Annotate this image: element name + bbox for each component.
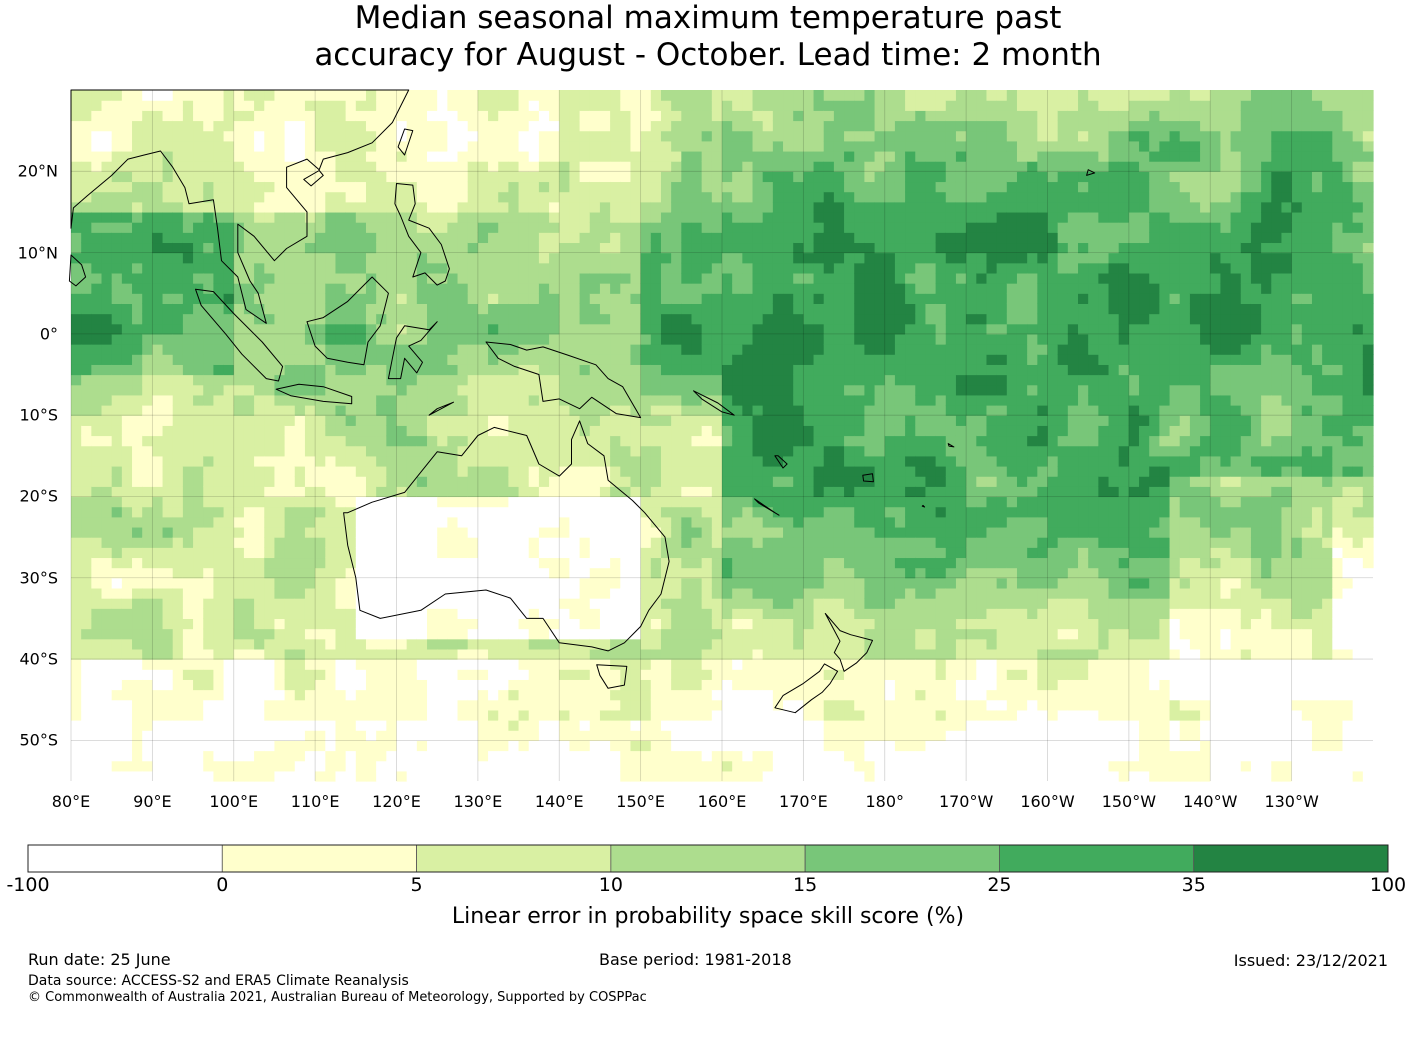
coastline-solomon-islands	[693, 390, 735, 416]
coastline-sri-lanka	[68, 254, 87, 287]
longitude-label: 140°E	[534, 792, 584, 811]
title-line-2: accuracy for August - October. Lead time…	[314, 37, 1102, 73]
copyright: © Commonwealth of Australia 2021, Austra…	[28, 990, 647, 1005]
longitude-label: 170°E	[779, 792, 828, 811]
coastline-sulawesi	[387, 321, 438, 380]
run-date: Run date: 25 June	[28, 950, 171, 969]
coastline-borneo	[306, 276, 389, 366]
coastline-sumatra	[195, 288, 284, 382]
coastline-tonga	[921, 504, 926, 508]
longitude-label: 130°E	[453, 792, 503, 811]
colorbar	[27, 844, 1389, 873]
latitude-label: 30°S	[19, 568, 58, 588]
coastline-hawaii	[1086, 169, 1096, 176]
colorbar-tick-label: 25	[987, 874, 1012, 896]
colorbar-tick-label: 10	[598, 874, 623, 896]
colorbar-segment	[610, 844, 806, 873]
latitude-label: 20°N	[17, 161, 58, 181]
colorbar-segment	[804, 844, 1000, 873]
colorbar-segment	[27, 844, 223, 873]
base-period: Base period: 1981-2018	[599, 950, 792, 969]
longitude-label: 120°E	[372, 792, 421, 811]
coastline-taiwan	[397, 128, 414, 156]
colorbar-tick-label: 0	[216, 874, 229, 896]
colorbar-outline	[27, 844, 1389, 873]
longitude-label: 150°E	[616, 792, 665, 811]
colorbar-tick-label: 5	[410, 874, 423, 896]
longitude-label: 160°W	[1020, 792, 1075, 811]
longitude-label: 100°E	[209, 792, 259, 811]
latitude-label: 40°S	[19, 649, 58, 669]
colorbar-tick-label: 35	[1181, 874, 1206, 896]
longitude-label: 130°W	[1264, 792, 1319, 811]
longitude-label: 170°W	[938, 792, 994, 811]
colorbar-tick-label: 15	[793, 874, 818, 896]
longitude-label: 110°E	[290, 792, 340, 811]
coastlines	[68, 89, 1096, 714]
map-canvas	[27, 89, 1389, 873]
colorbar-label: Linear error in probability space skill …	[451, 904, 965, 929]
latitude-label: 10°N	[17, 243, 58, 263]
longitude-label: 150°W	[1101, 792, 1157, 811]
coastline-new-caledonia	[754, 498, 780, 516]
skill-score-grid	[71, 90, 1374, 782]
colorbar-segment	[221, 844, 417, 873]
longitude-label: 180°	[865, 792, 905, 811]
latitude-label: 50°S	[19, 730, 58, 750]
colorbar-segment	[999, 844, 1195, 873]
longitude-label: 90°E	[133, 792, 172, 811]
colorbar-segment	[1193, 844, 1389, 873]
coastline-australia	[343, 420, 670, 652]
longitude-label: 160°E	[697, 792, 747, 811]
coastline-asia	[70, 89, 410, 324]
coastline-samoa	[947, 443, 955, 448]
chart-title: Median seasonal maximum temperature past…	[0, 0, 1416, 74]
coastline-hainan	[303, 170, 324, 187]
colorbar-tick-label: 100	[1369, 874, 1407, 896]
map-gridlines	[70, 90, 1373, 781]
latitude-label: 20°S	[19, 486, 58, 506]
latitude-label: 0°	[39, 324, 58, 344]
colorbar-tick-label: -100	[6, 874, 50, 896]
coastline-vanuatu	[774, 455, 788, 469]
coastline-new-guinea	[485, 341, 642, 419]
coastline-new-zealand-north	[824, 613, 873, 672]
coastline-tasmania	[596, 664, 628, 689]
title-line-1: Median seasonal maximum temperature past	[354, 0, 1062, 36]
latitude-label: 10°S	[19, 405, 58, 425]
coastline-java	[275, 383, 353, 405]
coastline-fiji	[862, 473, 874, 483]
issued-date: Issued: 23/12/2021	[1233, 951, 1388, 970]
coastline-new-zealand-south	[774, 663, 839, 714]
data-source: Data source: ACCESS-S2 and ERA5 Climate …	[28, 973, 409, 989]
coastline-timor	[428, 401, 454, 416]
longitude-label: 80°E	[51, 792, 91, 811]
longitude-label: 140°W	[1183, 792, 1238, 811]
colorbar-segment	[416, 844, 612, 873]
coastline-philippines	[394, 183, 450, 286]
